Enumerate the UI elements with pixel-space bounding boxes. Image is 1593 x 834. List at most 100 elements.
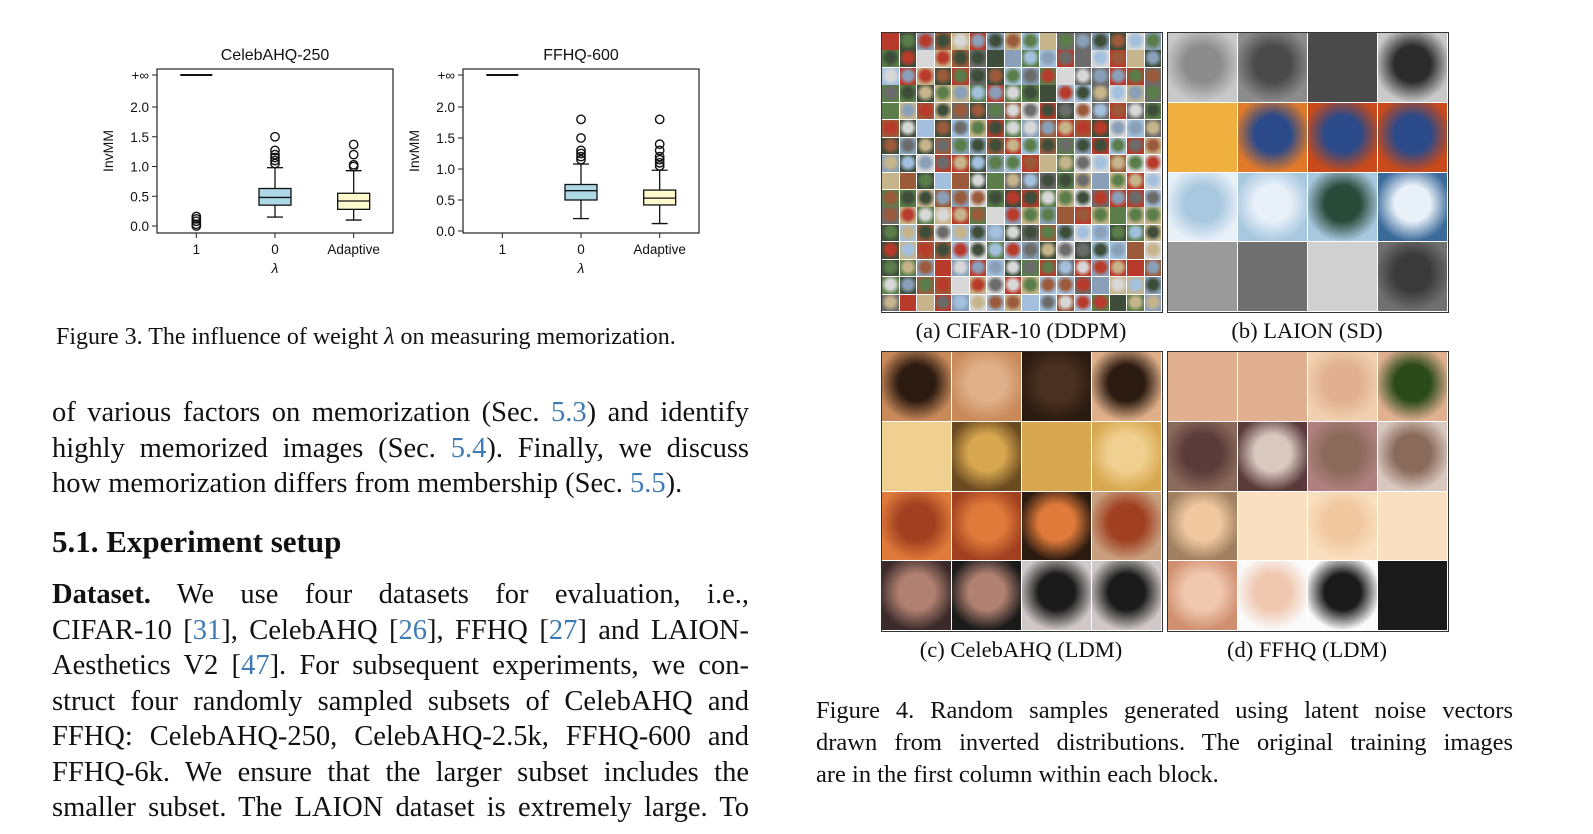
sample-image — [1238, 172, 1308, 242]
sample-image — [1092, 67, 1109, 85]
sample-image — [882, 33, 899, 50]
sample-image — [1308, 352, 1378, 421]
sample-image — [882, 172, 899, 190]
outlier-point — [270, 131, 280, 142]
sample-image — [969, 172, 987, 190]
sample-image — [969, 294, 987, 312]
text-run: ). Finally, we discuss — [486, 432, 750, 464]
sample-image — [1308, 242, 1378, 312]
y-tick-label: 2.0 — [130, 100, 149, 115]
sample-image — [1004, 294, 1022, 312]
sample-image — [1109, 242, 1127, 259]
sample-image — [882, 85, 899, 102]
sample-image — [987, 172, 1004, 190]
sample-image — [1238, 102, 1308, 172]
sample-image — [882, 421, 952, 491]
sample-image — [1127, 120, 1144, 137]
outlier-point — [576, 114, 586, 125]
sample-image — [1144, 85, 1162, 102]
outlier-point — [576, 145, 586, 156]
sample-image — [1039, 120, 1057, 137]
sample-image — [1378, 491, 1448, 561]
sample-image — [917, 67, 934, 85]
sample-image — [899, 207, 917, 224]
sample-image — [952, 421, 1022, 491]
sample-image — [1004, 137, 1022, 155]
y-tick-label: 0.5 — [130, 189, 149, 204]
sample-image — [1127, 137, 1144, 155]
text-run: CIFAR-10 [ — [52, 614, 193, 646]
outlier-point — [654, 160, 665, 171]
sample-image — [1144, 50, 1162, 68]
sample-image — [917, 224, 934, 242]
sample-image — [969, 155, 987, 172]
run-in-heading: Dataset. — [52, 579, 151, 610]
sample-image — [1092, 33, 1109, 50]
sample-image — [952, 561, 1022, 631]
sample-image — [899, 294, 917, 312]
sample-image — [1004, 207, 1022, 224]
sample-image — [899, 120, 917, 137]
subcaption-b: (b) LAION (SD) — [1231, 318, 1383, 343]
sample-image — [969, 189, 987, 207]
citation-link[interactable]: 5.4 — [450, 432, 487, 464]
sample-image — [1022, 352, 1092, 421]
image-grid-laion — [1167, 32, 1449, 313]
y-tick-label: 1.5 — [436, 131, 455, 146]
sample-image — [1004, 172, 1022, 190]
sample-image — [1109, 277, 1127, 294]
outlier-point — [270, 155, 280, 166]
sample-image — [969, 33, 987, 50]
sample-image — [1004, 120, 1022, 137]
sample-image — [1039, 189, 1057, 207]
sample-image — [1127, 294, 1144, 312]
text-run: struct four randomly sampled subsets of … — [52, 685, 749, 717]
figure3-caption-suffix: on measuring memorization. — [394, 324, 676, 350]
sample-image — [1039, 67, 1057, 85]
sample-image — [934, 172, 952, 190]
sample-image — [1168, 421, 1238, 491]
citation-link[interactable]: 5.5 — [630, 468, 666, 499]
sample-image — [952, 172, 969, 190]
sample-image — [899, 189, 917, 207]
sample-image — [1144, 259, 1162, 277]
citation-link[interactable]: 5.3 — [550, 397, 587, 428]
sample-image — [917, 33, 934, 50]
sample-image — [882, 155, 899, 172]
sample-image — [952, 242, 969, 259]
sample-image — [1109, 294, 1127, 312]
sample-image — [1127, 67, 1144, 85]
chart-ffhq-600: FFHQ-600 0.0 0.5 1.0 1.5 2.0 +∞ InvMM 1 0 Adaptive… — [406, 47, 700, 276]
sample-image — [934, 224, 952, 242]
sample-image — [1057, 207, 1074, 224]
sample-image — [952, 277, 969, 294]
sample-image — [899, 277, 917, 294]
sample-image — [1092, 85, 1109, 102]
sample-image — [1057, 50, 1074, 68]
sample-image — [1004, 277, 1022, 294]
y-tick-label: 2.0 — [436, 100, 455, 115]
citation-link[interactable]: 31 — [192, 614, 222, 646]
sample-image — [1144, 207, 1162, 224]
sample-image — [1057, 224, 1074, 242]
sample-image — [1074, 67, 1092, 85]
citation-link[interactable]: 26 — [398, 614, 427, 646]
sample-image — [1074, 189, 1092, 207]
figure4-caption: Figure 4. Random samples generated using… — [816, 695, 1513, 791]
text-run: how memorization differs from membership… — [52, 468, 631, 499]
sample-image — [1057, 155, 1074, 172]
sample-image — [1144, 242, 1162, 259]
citation-link[interactable]: 27 — [548, 614, 578, 646]
image-grid-cifar10 — [881, 32, 1163, 313]
citation-link[interactable]: 47 — [241, 650, 270, 681]
sample-image — [1039, 224, 1057, 242]
sample-image — [1022, 172, 1039, 190]
sample-image — [1074, 155, 1092, 172]
text-run: ). — [665, 468, 683, 499]
sample-image — [987, 120, 1004, 137]
text-run: smaller subset. The LAION dataset is ext… — [52, 792, 749, 823]
sample-image — [1057, 137, 1074, 155]
chart-title: CelebAHQ-250 — [221, 47, 330, 64]
sample-image — [917, 120, 934, 137]
sample-image — [1092, 102, 1109, 120]
